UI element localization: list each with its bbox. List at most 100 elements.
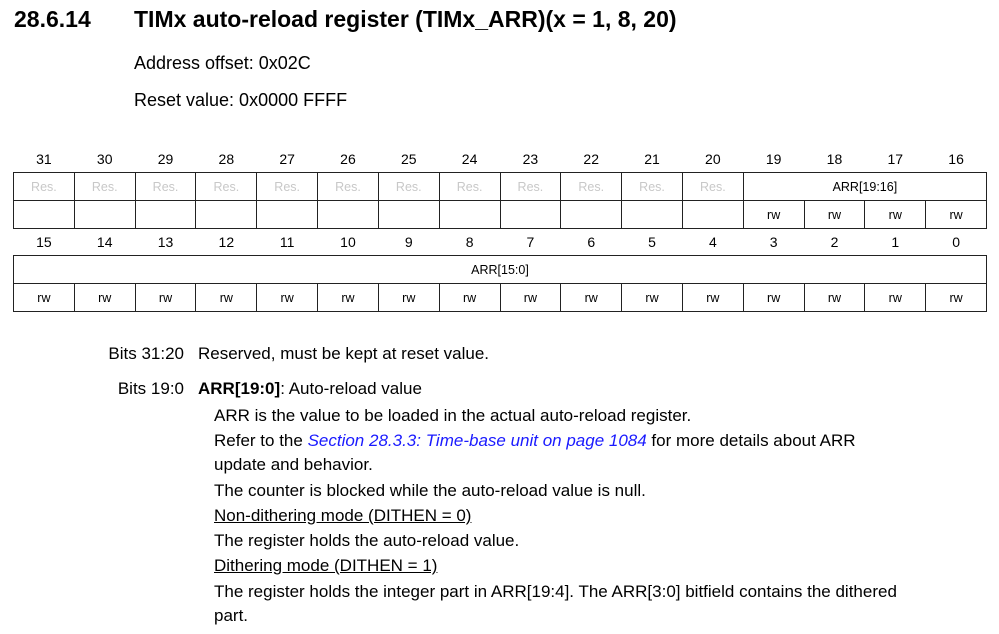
desc-line: The register holds the integer part in A… xyxy=(214,582,897,601)
access-empty xyxy=(438,200,501,229)
bit-number: 24 xyxy=(461,151,478,167)
bit-number: 29 xyxy=(157,151,174,167)
desc-refer-line: Refer to the Section 28.3.3: Time-base u… xyxy=(214,431,856,451)
mode-heading: Non-dithering mode (DITHEN = 0) xyxy=(214,506,471,526)
bit-number: 21 xyxy=(644,151,660,167)
bit-number: 4 xyxy=(708,234,717,250)
section-heading: 28.6.14 TIMx auto-reload register (TIMx_A… xyxy=(14,6,677,33)
access-rw: rw xyxy=(499,283,562,312)
access-rw: rw xyxy=(864,200,927,229)
bit-number: 26 xyxy=(340,151,356,167)
address-offset: Address offset: 0x02C xyxy=(134,53,311,73)
bit-number: 23 xyxy=(522,151,539,167)
access-rw: rw xyxy=(134,283,197,312)
access-rw: rw xyxy=(742,283,805,312)
field-arr-15-0: ARR[15:0] xyxy=(13,255,987,284)
access-rw: rw xyxy=(681,283,744,312)
bit-number: 31 xyxy=(36,151,52,167)
bit-number: 15 xyxy=(36,234,52,250)
mode1-label: Non-dithering mode (DITHEN = 0) xyxy=(214,506,472,525)
reserved-bit: Res. xyxy=(13,172,75,201)
field-title: : Auto-reload value xyxy=(280,379,422,398)
bits-19-0-title: ARR[19:0]: Auto-reload value xyxy=(198,379,422,399)
bit-number: 22 xyxy=(583,151,599,167)
bit-number: 18 xyxy=(826,151,843,167)
bit-number: 30 xyxy=(96,151,113,167)
access-rw: rw xyxy=(621,283,683,312)
access-empty xyxy=(134,200,197,229)
bits-31-20-label: Bits 31:20 xyxy=(108,344,184,363)
access-empty xyxy=(560,200,623,229)
access-empty xyxy=(256,200,319,229)
bit-number: 19 xyxy=(765,151,782,167)
bit-number: 28 xyxy=(218,151,235,167)
bits-19-0-label: Bits 19:0 xyxy=(117,379,184,398)
bit-number: 3 xyxy=(769,234,778,250)
bit-number: 12 xyxy=(218,234,235,250)
reserved-bit: Res. xyxy=(560,172,623,201)
reserved-bit: Res. xyxy=(681,172,744,201)
access-empty xyxy=(195,200,258,229)
access-rw: rw xyxy=(742,200,805,229)
access-empty xyxy=(621,200,683,229)
access-empty xyxy=(681,200,744,229)
reserved-bit: Res. xyxy=(256,172,319,201)
access-rw: rw xyxy=(13,283,75,312)
mode2-label: Dithering mode (DITHEN = 1) xyxy=(214,556,438,575)
access-rw: rw xyxy=(317,283,379,312)
access-rw: rw xyxy=(256,283,319,312)
mode-heading: Dithering mode (DITHEN = 1) xyxy=(214,556,437,576)
section-number: 28.6.14 xyxy=(14,6,91,32)
desc-line: part. xyxy=(214,606,249,625)
access-rw: rw xyxy=(560,283,623,312)
bit-number: 20 xyxy=(705,151,721,167)
access-rw: rw xyxy=(925,200,987,229)
desc-line: ARR is the value to be loaded in the act… xyxy=(214,406,692,425)
desc-line: The counter is blocked while the auto-re… xyxy=(214,481,646,500)
access-rw: rw xyxy=(195,283,258,312)
bit-number: 2 xyxy=(830,234,839,250)
bit-number: 5 xyxy=(648,234,656,250)
reserved-bit: Res. xyxy=(73,172,136,201)
bit-number: 10 xyxy=(340,234,356,250)
reserved-bit: Res. xyxy=(499,172,562,201)
access-empty xyxy=(499,200,562,229)
bit-number: 7 xyxy=(526,234,535,250)
refer-prefix: Refer to the xyxy=(214,431,308,450)
access-rw: rw xyxy=(803,200,866,229)
reserved-bit: Res. xyxy=(317,172,379,201)
reserved-bit: Res. xyxy=(438,172,501,201)
bit-number: 16 xyxy=(948,151,964,167)
bit-number: 6 xyxy=(587,234,596,250)
access-rw: rw xyxy=(377,283,440,312)
access-empty xyxy=(73,200,136,229)
bit-number: 25 xyxy=(400,151,417,167)
bit-number: 11 xyxy=(279,234,295,250)
access-empty xyxy=(317,200,379,229)
access-rw: rw xyxy=(925,283,987,312)
access-rw: rw xyxy=(73,283,136,312)
bit-number: 1 xyxy=(891,234,900,250)
access-rw: rw xyxy=(864,283,927,312)
desc-line: update and behavior. xyxy=(214,455,373,474)
bits-31-20-text: Reserved, must be kept at reset value. xyxy=(198,344,490,363)
register-map: 31 30 29 28 27 26 25 24 23 22 21 20 19 18 17 16 Res. Res… xyxy=(13,146,988,312)
field-name: ARR[19:0] xyxy=(198,379,281,398)
refer-suffix: for more details about ARR xyxy=(646,431,856,450)
bit-number: 9 xyxy=(404,234,413,250)
bit-number: 0 xyxy=(952,234,960,250)
reserved-bit: Res. xyxy=(195,172,258,201)
reset-value: Reset value: 0x0000 FFFF xyxy=(134,90,348,110)
access-rw: rw xyxy=(803,283,866,312)
reserved-bit: Res. xyxy=(134,172,197,201)
section-link[interactable]: Section 28.3.3: Time-base unit on page 1… xyxy=(307,431,647,450)
bit-number: 13 xyxy=(157,234,174,250)
field-arr-19-16: ARR[19:16] xyxy=(742,172,988,201)
access-empty xyxy=(13,200,75,229)
bit-number: 14 xyxy=(96,234,113,250)
desc-line: The register holds the auto-reload value… xyxy=(214,531,520,550)
access-empty xyxy=(377,200,440,229)
section-title: TIMx auto-reload register (TIMx_ARR)(x =… xyxy=(134,6,677,32)
bit-number: 8 xyxy=(465,234,474,250)
reserved-bit: Res. xyxy=(621,172,683,201)
